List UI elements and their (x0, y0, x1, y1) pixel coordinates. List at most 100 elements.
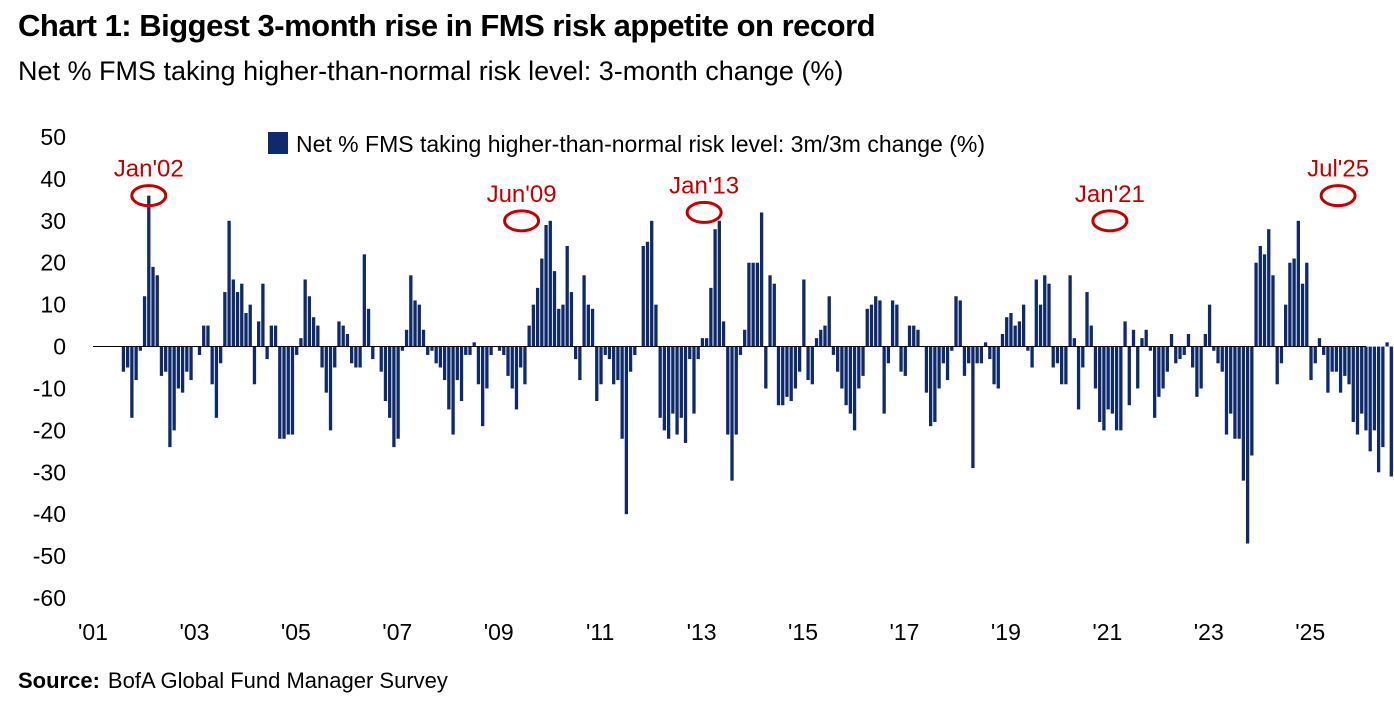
bar (912, 325, 916, 347)
source-label: Source: (18, 668, 100, 693)
bar (1009, 313, 1013, 347)
bar (831, 346, 836, 355)
bar (404, 329, 409, 347)
bar (1127, 346, 1131, 406)
bar (1102, 346, 1106, 431)
bar (937, 346, 941, 389)
bar (248, 304, 252, 347)
bar (235, 292, 240, 347)
bar (257, 321, 261, 347)
bar (261, 283, 265, 347)
bar (176, 346, 181, 389)
bar (1271, 275, 1275, 347)
bar (345, 333, 350, 347)
bar (1360, 346, 1364, 414)
bar (747, 262, 751, 347)
bar (1093, 346, 1098, 389)
bar (371, 346, 375, 360)
bar (688, 346, 692, 360)
bar (1229, 346, 1233, 414)
bar (142, 296, 147, 347)
bar (916, 329, 920, 347)
bar (223, 292, 227, 347)
bar (197, 346, 202, 355)
bar (1017, 321, 1022, 347)
bar (1389, 346, 1393, 477)
bar (603, 346, 607, 355)
bar (1144, 329, 1148, 347)
bar (350, 346, 354, 364)
bar (929, 346, 933, 427)
bar (168, 346, 172, 448)
bar (628, 346, 633, 372)
bar (278, 346, 282, 439)
bar (172, 346, 176, 431)
bar (979, 346, 984, 364)
bar (180, 346, 185, 393)
bar (1258, 245, 1262, 347)
bar (852, 346, 857, 431)
bar (1165, 346, 1169, 372)
bar (890, 300, 895, 347)
bar (388, 346, 392, 418)
bar (1013, 325, 1017, 347)
bar (924, 346, 929, 393)
bar (1284, 304, 1288, 347)
bar (164, 346, 168, 372)
bar (658, 346, 662, 418)
bar (214, 346, 219, 418)
bar (1098, 346, 1102, 422)
x-tick-label: '11 (586, 619, 614, 645)
bar (1000, 333, 1005, 347)
bar (252, 346, 257, 385)
bar (620, 346, 624, 439)
bar (1237, 346, 1241, 439)
bar (1110, 346, 1115, 414)
bar (1250, 346, 1254, 456)
annotation-label: Jan'13 (669, 172, 739, 199)
bar (514, 346, 519, 410)
bar (671, 346, 675, 414)
bar (1178, 346, 1182, 360)
bar (1072, 338, 1076, 347)
bar (316, 325, 320, 347)
x-tick-label: '09 (484, 619, 514, 645)
bar (607, 346, 612, 360)
bar (1322, 346, 1326, 355)
bar (1220, 346, 1224, 372)
bar (857, 346, 861, 389)
bar (996, 346, 1000, 389)
bar (654, 304, 658, 347)
bar (1351, 346, 1355, 422)
x-tick-label: '01 (78, 619, 108, 645)
bar (1140, 338, 1144, 347)
bar (907, 325, 912, 347)
x-tick-label: '05 (281, 619, 311, 645)
bar (933, 346, 937, 422)
bar (1051, 346, 1055, 368)
bar (392, 346, 396, 448)
bar (206, 325, 210, 347)
bar (755, 262, 760, 347)
x-axis-ticks: '01 '03 '05 '07 '09 '11 '13 '15 '17 '19 '21 '23 '25 (78, 619, 1325, 645)
bar (1186, 333, 1191, 347)
bar (134, 346, 138, 381)
bar (485, 346, 489, 389)
bar (696, 346, 700, 360)
bar (633, 346, 637, 355)
bar (303, 279, 307, 347)
bar (1262, 254, 1267, 347)
annotation-label: Jun'09 (487, 181, 557, 208)
annotation-circle (685, 200, 723, 224)
bar (489, 346, 493, 355)
y-tick-label: 20 (40, 250, 66, 276)
bar (1123, 321, 1127, 347)
bar (781, 346, 785, 406)
bar (1203, 333, 1207, 347)
bar (882, 346, 886, 414)
bar (1309, 346, 1313, 381)
bar (502, 346, 506, 355)
bar (126, 346, 130, 368)
bar (705, 338, 709, 347)
bar (616, 346, 620, 381)
